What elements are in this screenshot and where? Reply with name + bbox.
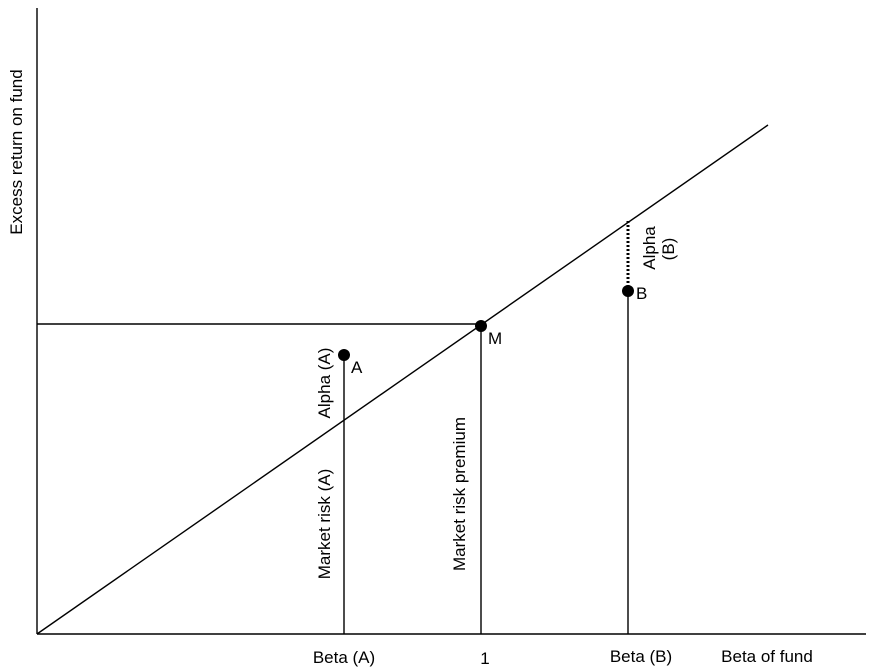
market-risk-a-label: Market risk (A): [315, 469, 334, 580]
point-m-label: M: [488, 329, 502, 348]
market-risk-premium-label: Market risk premium: [450, 417, 469, 571]
alpha-b-label-line1: Alpha: [640, 226, 659, 270]
alpha-b-label-line2: (B): [659, 238, 678, 261]
point-m-marker: [475, 320, 487, 332]
tick-one-label: 1: [480, 649, 489, 668]
point-b-label: B: [636, 284, 647, 303]
alpha-a-label: Alpha (A): [315, 348, 334, 419]
tick-beta-a-label: Beta (A): [313, 648, 375, 667]
y-axis-label: Excess return on fund: [7, 69, 26, 234]
security-market-line: [36, 124, 769, 635]
point-b-marker: [622, 285, 634, 297]
x-axis-label: Beta of fund: [721, 647, 813, 666]
tick-beta-b-label: Beta (B): [610, 647, 672, 666]
point-a-label: A: [351, 358, 363, 377]
point-a-marker: [338, 349, 350, 361]
